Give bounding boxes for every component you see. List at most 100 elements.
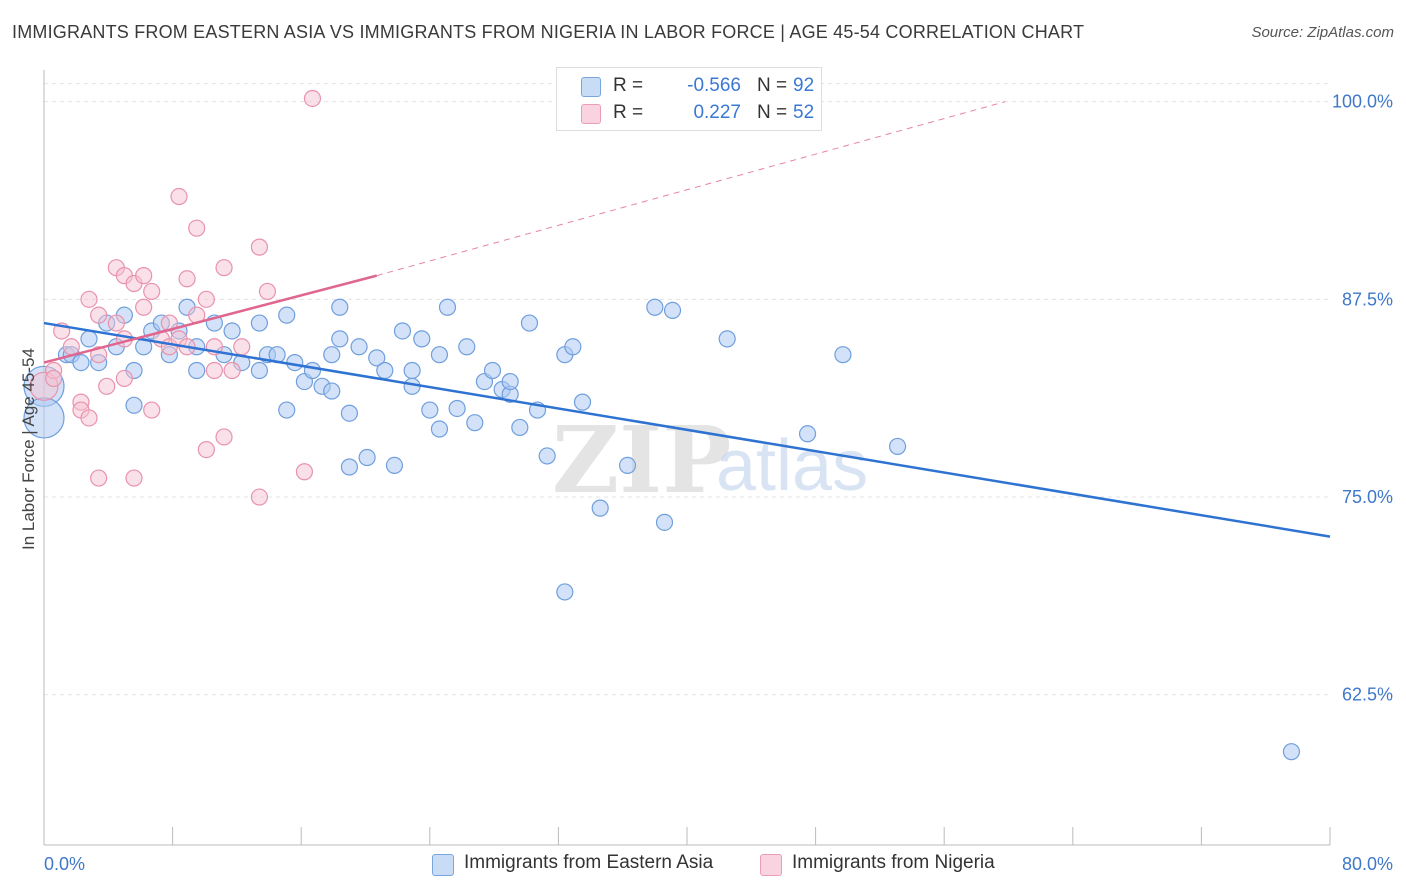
- x-tick-label: 80.0%: [1342, 854, 1393, 874]
- eastern-asia-point: [798, 425, 817, 443]
- eastern-asia-point: [340, 458, 359, 476]
- eastern-asia-point: [834, 346, 852, 364]
- eastern-asia-point: [323, 382, 341, 400]
- nigeria-point: [215, 428, 233, 446]
- legend-n-value: 92: [793, 75, 815, 96]
- eastern-asia-point: [350, 338, 368, 356]
- nigeria-point: [197, 440, 215, 459]
- eastern-asia-point: [368, 349, 386, 367]
- nigeria-point: [135, 267, 153, 285]
- series-legend: Immigrants from Eastern Asia Immigrants …: [0, 852, 1406, 878]
- eastern-asia-point: [125, 396, 143, 414]
- correlation-legend: R = -0.566 N = 92 R = 0.227 N = 52: [556, 67, 822, 131]
- nigeria-point: [223, 361, 241, 380]
- eastern-asia-point: [278, 401, 296, 419]
- eastern-asia-point: [501, 372, 519, 391]
- eastern-asia-point: [421, 401, 439, 419]
- eastern-asia-point: [438, 298, 457, 316]
- eastern-asia-point: [331, 330, 349, 348]
- eastern-asia-point: [376, 361, 394, 380]
- nigeria-point: [205, 361, 223, 380]
- eastern-asia-point: [618, 456, 637, 475]
- eastern-asia-point: [564, 338, 582, 356]
- eastern-asia-point: [556, 583, 574, 601]
- series-label: Immigrants from Eastern Asia: [464, 852, 714, 873]
- y-tick-label: 87.5%: [1342, 289, 1393, 309]
- nigeria-point: [295, 463, 314, 481]
- nigeria-point: [188, 219, 206, 237]
- eastern-asia-point: [223, 322, 241, 340]
- nigeria-point: [197, 290, 215, 308]
- eastern-asia-point: [448, 399, 466, 418]
- eastern-asia-point: [278, 306, 296, 324]
- legend-n-label: N =: [757, 75, 788, 96]
- eastern-asia-point: [303, 361, 322, 380]
- eastern-asia-point: [250, 361, 269, 380]
- series-label: Immigrants from Nigeria: [792, 852, 995, 873]
- y-axis-title-wrap: In Labor Force | Age 45-54: [14, 348, 44, 550]
- nigeria-point: [250, 238, 269, 256]
- eastern-asia-trendline: [43, 321, 1331, 538]
- nigeria-point: [98, 377, 116, 395]
- nigeria-point: [233, 338, 251, 356]
- eastern-asia-point: [888, 437, 907, 456]
- eastern-asia-point: [663, 301, 682, 320]
- y-tick-label: 75.0%: [1342, 487, 1393, 507]
- legend-r-value: 0.227: [693, 102, 741, 123]
- nigeria-point: [115, 369, 133, 388]
- eastern-asia-point: [80, 330, 98, 348]
- eastern-asia-point: [430, 346, 449, 364]
- legend-r-label: R =: [613, 75, 644, 96]
- nigeria-point: [143, 401, 161, 419]
- legend-swatch-pink: [581, 104, 601, 124]
- eastern-asia-point: [331, 298, 349, 316]
- legend-n-label: N =: [757, 102, 788, 123]
- eastern-asia-point: [573, 393, 592, 411]
- eastern-asia-point: [646, 298, 664, 316]
- legend-swatch-blue: [581, 77, 601, 97]
- nigeria-point: [178, 270, 196, 288]
- chart-title: IMMIGRANTS FROM EASTERN ASIA VS IMMIGRAN…: [12, 22, 1085, 42]
- x-tick-label: 0.0%: [44, 854, 85, 874]
- nigeria-point: [45, 369, 63, 388]
- nigeria-point: [62, 338, 80, 356]
- eastern-asia-point: [591, 499, 609, 517]
- nigeria-point: [125, 469, 143, 487]
- nigeria-point: [258, 282, 277, 301]
- nigeria-point: [170, 187, 188, 206]
- eastern-asia-point: [413, 330, 431, 348]
- nigeria-point: [250, 488, 269, 506]
- eastern-asia-point: [483, 361, 502, 380]
- nigeria-point: [90, 346, 108, 364]
- eastern-asia-point: [393, 322, 412, 340]
- eastern-asia-point: [718, 330, 736, 348]
- nigeria-point: [143, 282, 161, 301]
- nigeria-point: [80, 290, 98, 308]
- nigeria-point: [215, 259, 233, 277]
- nigeria-point: [135, 298, 153, 316]
- series-swatch-pink: [760, 854, 782, 876]
- eastern-asia-point: [458, 338, 476, 356]
- series-swatch-blue: [432, 854, 454, 876]
- eastern-asia-point: [188, 361, 206, 380]
- eastern-asia-point: [250, 314, 269, 332]
- eastern-asia-point: [358, 448, 376, 467]
- watermark-zip: ZIP: [552, 406, 731, 514]
- eastern-asia-point: [538, 447, 556, 465]
- eastern-asia-point: [655, 513, 674, 531]
- y-tick-label: 62.5%: [1342, 685, 1393, 705]
- nigeria-trendline: [43, 274, 378, 364]
- eastern-asia-point: [466, 414, 484, 432]
- legend-n-value: 52: [793, 102, 815, 123]
- legend-r-label: R =: [613, 102, 644, 123]
- eastern-asia-point: [430, 420, 449, 438]
- nigeria-point: [107, 314, 125, 332]
- source-label: Source: ZipAtlas.com: [1251, 24, 1394, 41]
- eastern-asia-point: [403, 361, 421, 380]
- nigeria-point: [90, 469, 108, 487]
- eastern-asia-point: [340, 404, 359, 422]
- eastern-asia-point: [385, 456, 404, 475]
- eastern-asia-point: [520, 314, 539, 332]
- nigeria-point: [80, 409, 98, 427]
